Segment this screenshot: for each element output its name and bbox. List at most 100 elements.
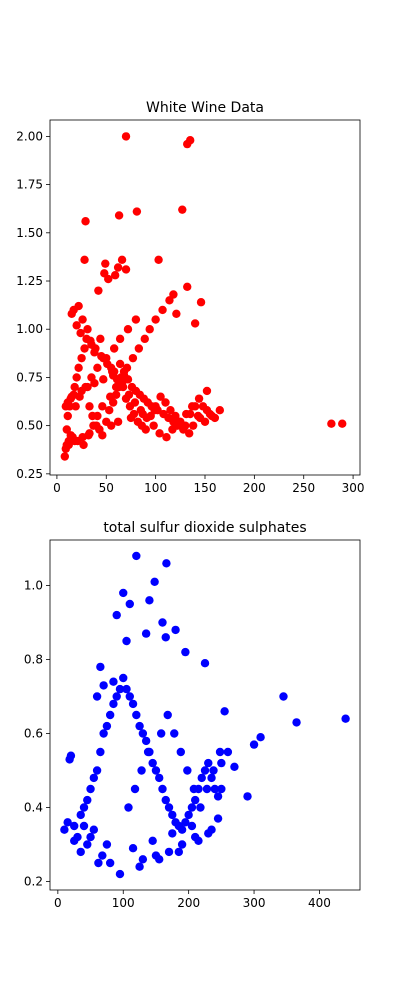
data-point [134, 344, 144, 353]
y-tick-label: 0.8 [24, 653, 43, 667]
data-point [143, 747, 153, 757]
data-point [111, 382, 121, 392]
data-point [76, 810, 85, 820]
data-point [76, 847, 85, 857]
data-point [183, 282, 192, 291]
x-tick-label: 400 [308, 896, 331, 910]
data-point [137, 766, 146, 775]
data-point [256, 733, 265, 742]
chart-title: total sulfur dioxide sulphates [103, 520, 306, 536]
data-point [179, 425, 188, 434]
data-point [174, 847, 184, 857]
data-point [194, 394, 204, 403]
data-point [170, 729, 179, 738]
data-point [109, 344, 119, 353]
data-point [161, 795, 170, 805]
data-point [100, 269, 109, 278]
y-tick-label: 0.25 [16, 467, 43, 481]
data-point [149, 421, 158, 430]
y-tick-label: 0.50 [16, 419, 43, 433]
data-point [89, 825, 99, 834]
data-point [341, 714, 350, 723]
data-point [185, 429, 194, 438]
data-point [193, 411, 203, 421]
data-point [164, 847, 174, 857]
data-point [223, 747, 233, 757]
data-point [83, 325, 92, 334]
data-point [83, 840, 92, 849]
data-point [202, 406, 212, 415]
data-point [89, 421, 98, 430]
data-point [99, 681, 108, 690]
data-point [115, 869, 125, 879]
data-point [78, 315, 87, 324]
data-point [85, 429, 94, 438]
data-point [64, 440, 73, 450]
data-point [189, 784, 199, 794]
data-point [130, 784, 140, 794]
x-tick-label: 300 [243, 896, 266, 910]
data-point [138, 855, 148, 864]
data-point [92, 766, 102, 775]
scatter-points [60, 132, 347, 461]
data-point [141, 629, 151, 638]
y-tick-label: 0.6 [24, 726, 43, 740]
data-point [138, 729, 148, 738]
data-point [86, 336, 95, 345]
data-point [148, 758, 157, 768]
x-tick-label: 200 [243, 481, 266, 495]
data-point [115, 684, 125, 694]
data-point [165, 296, 174, 305]
data-point [151, 766, 161, 775]
data-point [94, 858, 103, 868]
data-point [65, 755, 74, 764]
data-point [196, 298, 206, 307]
data-point [217, 758, 226, 768]
data-point [166, 406, 175, 415]
data-point [158, 305, 167, 315]
data-point [70, 821, 79, 831]
data-point [89, 773, 99, 783]
data-point [154, 255, 163, 264]
data-point [93, 363, 102, 372]
data-point [141, 736, 151, 746]
data-point [187, 821, 197, 831]
data-point [69, 390, 78, 399]
data-point [175, 417, 184, 426]
data-point [107, 421, 116, 430]
y-tick-label: 1.00 [16, 322, 43, 336]
data-point [119, 673, 128, 683]
data-point [112, 692, 121, 701]
data-point [117, 255, 127, 264]
data-point [98, 402, 107, 411]
data-point [135, 721, 144, 731]
data-point [190, 795, 200, 805]
data-point [176, 747, 185, 757]
data-point [213, 792, 223, 801]
data-point [115, 334, 125, 344]
x-tick-label: 100 [112, 896, 135, 910]
x-tick-label: 150 [194, 481, 217, 495]
data-point [99, 375, 108, 384]
y-tick-label: 1.0 [24, 579, 43, 593]
data-point [150, 577, 159, 587]
data-point [156, 729, 166, 738]
data-point [96, 334, 105, 344]
data-point [155, 773, 164, 783]
data-point [158, 784, 167, 794]
data-point [79, 821, 89, 831]
data-point [118, 382, 128, 392]
data-point [121, 132, 131, 141]
data-point [121, 265, 131, 274]
data-point [128, 843, 138, 853]
data-point [178, 205, 187, 214]
x-tick-label: 0 [53, 481, 61, 495]
data-point [128, 699, 138, 709]
data-point [94, 286, 103, 295]
data-point [109, 677, 118, 686]
data-point [125, 599, 134, 609]
data-point [112, 610, 121, 620]
data-point [77, 353, 86, 363]
